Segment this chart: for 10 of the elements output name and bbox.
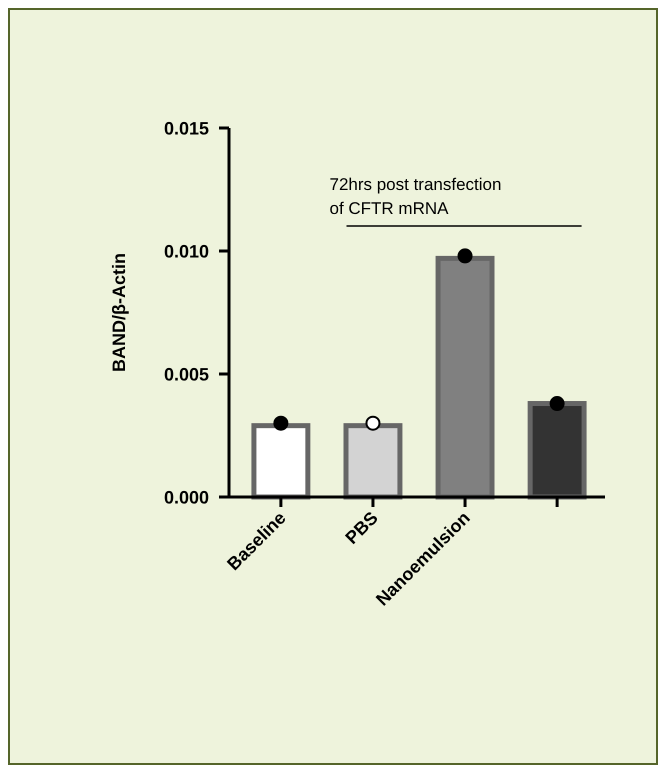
annotation: 72hrs post transfection of CFTR mRNA <box>329 175 502 218</box>
y-tick-label: 0.015 <box>164 118 209 138</box>
point <box>550 396 565 412</box>
y-axis-title: BAND/β-Actin <box>109 253 129 372</box>
point <box>365 416 380 431</box>
point <box>458 248 473 264</box>
point <box>273 416 288 431</box>
y-tick-label: 0.010 <box>164 241 209 262</box>
y-tick-label: 0.005 <box>164 364 209 384</box>
y-tick-label: 0.000 <box>164 487 209 508</box>
